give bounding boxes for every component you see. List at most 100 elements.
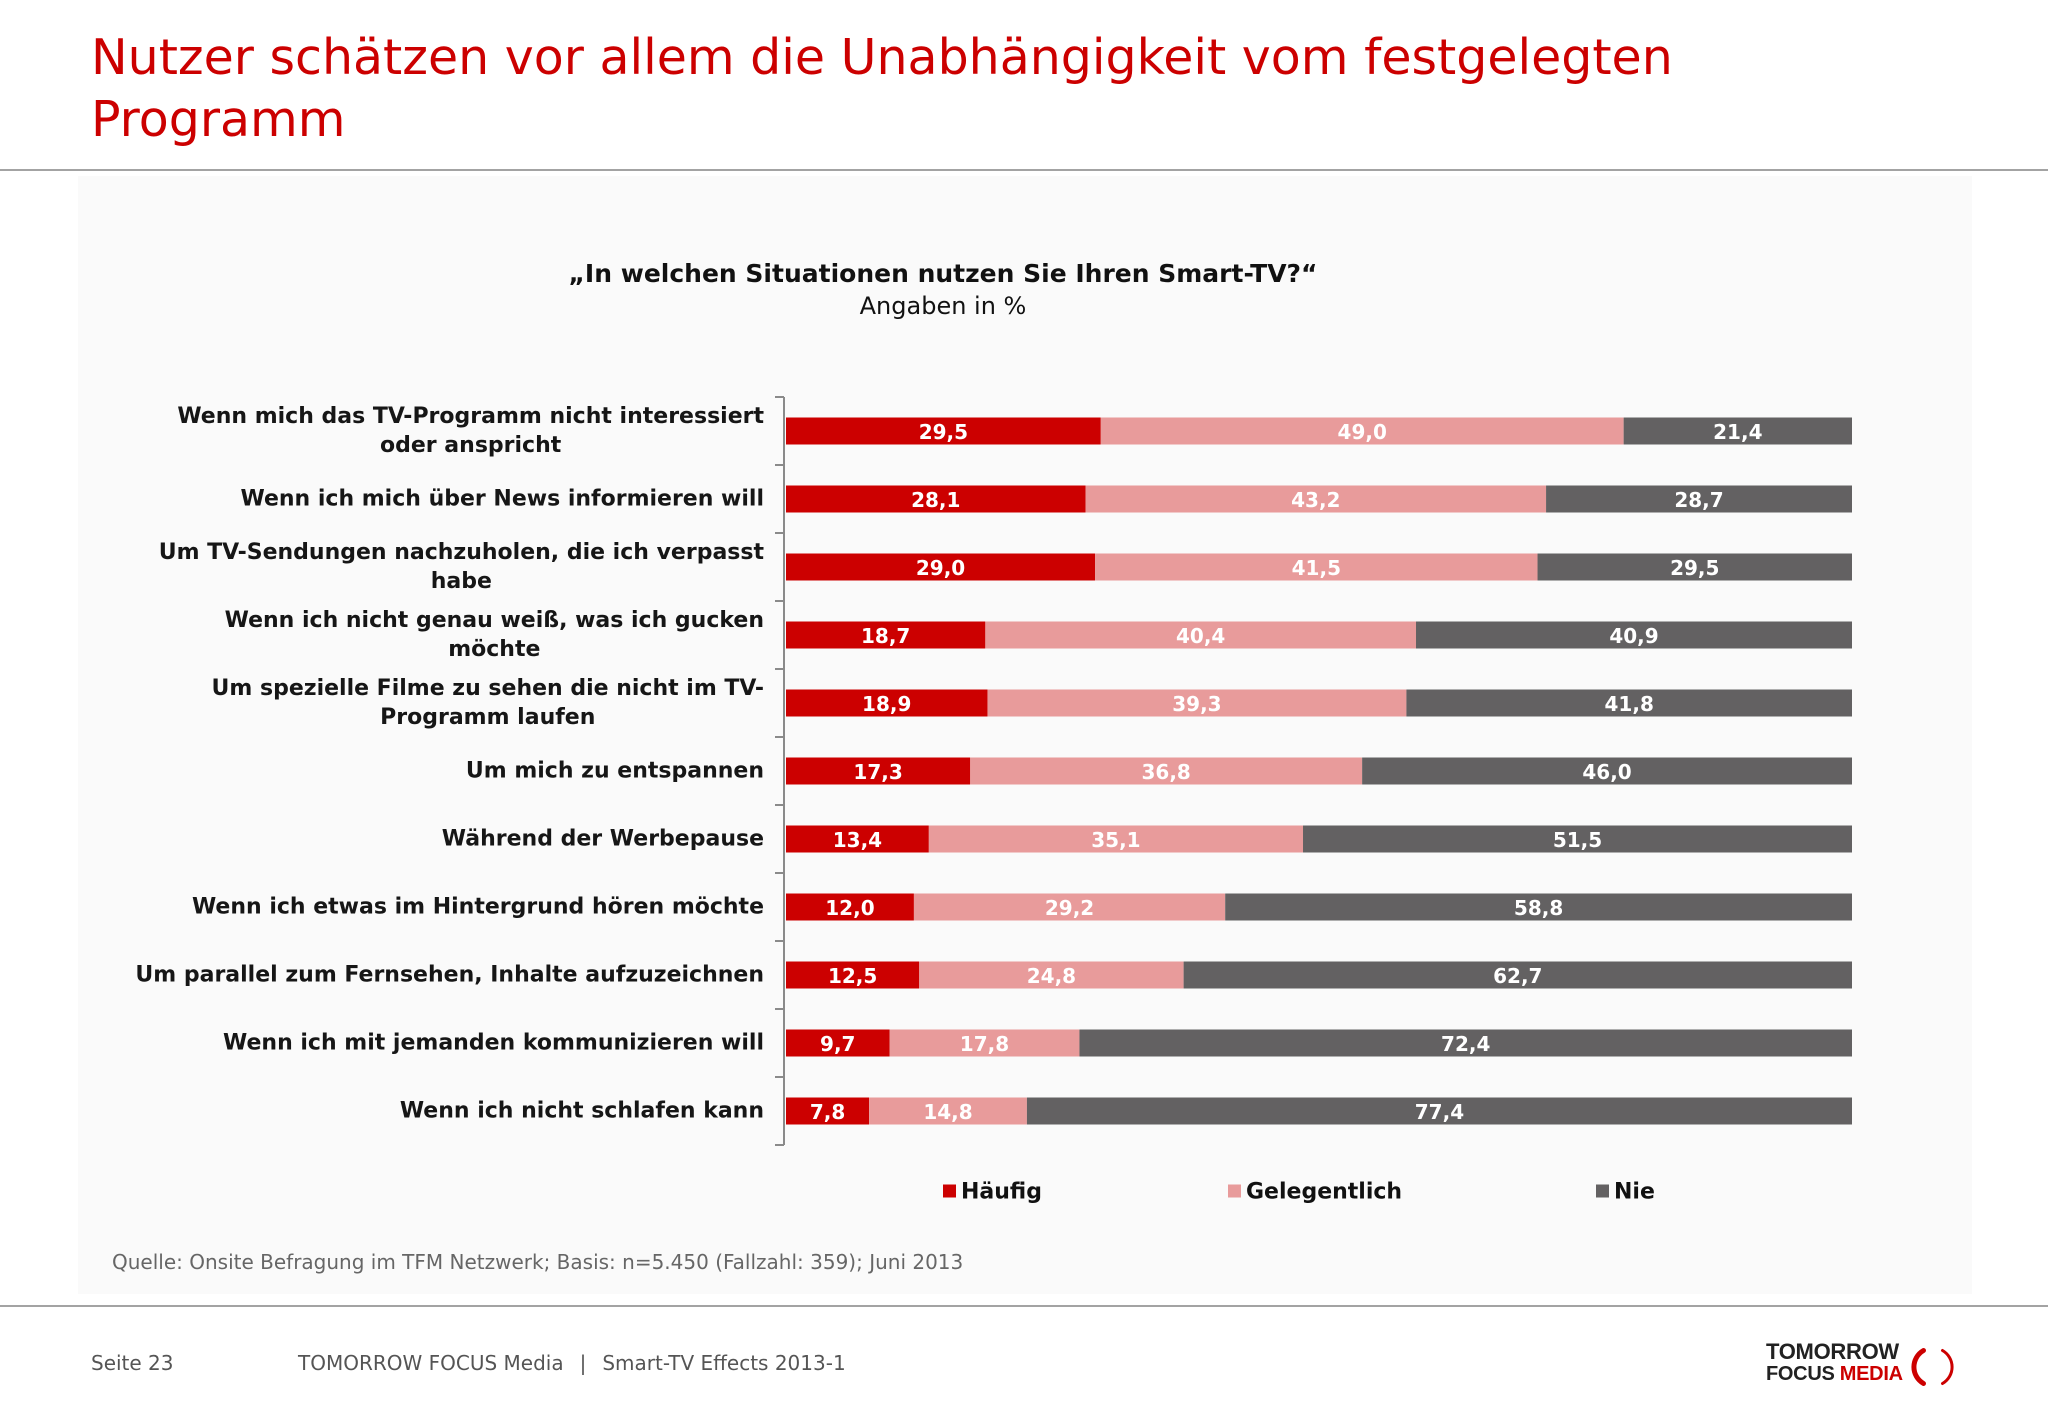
data-label: 40,4 [1176,624,1225,648]
legend-swatch [1596,1184,1609,1198]
bar-haufig [786,553,1096,581]
data-label: 13,4 [833,828,882,852]
legend-label: Gelegentlich [1246,1180,1402,1205]
source-note: Quelle: Onsite Befragung im TFM Netzwerk… [112,1250,964,1274]
category-label: Um spezielle Filme zu sehen die nicht im… [211,676,764,730]
bar-gelegentlich [1085,485,1547,513]
category-label: Wenn ich etwas im Hintergrund hören möch… [191,894,764,920]
legend-item-gelegentlich: Gelegentlich [1228,1180,1402,1205]
category-label: Wenn ich nicht genau weiß, was ich gucke… [224,608,764,662]
data-label: 17,8 [960,1032,1009,1056]
bar-haufig [786,757,971,785]
data-label: 18,7 [861,624,910,648]
bar-gelegentlich [913,893,1226,921]
bar-haufig [786,485,1086,513]
data-label: 29,0 [916,556,965,580]
data-label: 17,3 [853,760,902,784]
logo-text-line2: FOCUS MEDIA [1766,1363,1903,1385]
data-label: 40,9 [1609,624,1658,648]
data-label: 12,5 [828,964,877,988]
data-label: 72,4 [1441,1032,1490,1056]
data-label: 29,5 [919,420,968,444]
footer-separator: | [579,1351,587,1375]
bar-nie [1225,893,1852,921]
bar-haufig [786,1029,890,1057]
bar-nie [1303,825,1852,853]
data-label: 43,2 [1291,488,1340,512]
bar-gelegentlich [928,825,1304,853]
page-title: Nutzer schätzen vor allem die Unabhängig… [91,29,1673,148]
bar-nie [1026,1097,1852,1125]
legend-label: Häufig [961,1180,1042,1205]
bar-nie [1537,553,1852,581]
logo-text-media: MEDIA [1839,1363,1903,1385]
category-label: Während der Werbepause [441,826,764,852]
data-label: 7,8 [810,1100,845,1124]
bar-nie [1623,417,1852,445]
chart-title: „In welchen Situationen nutzen Sie Ihren… [568,259,1318,288]
bar-nie [1406,689,1852,717]
data-label: 12,0 [825,896,874,920]
data-label: 24,8 [1027,964,1076,988]
bar-haufig [786,825,929,853]
data-label: 77,4 [1415,1100,1464,1124]
logo-text-focus: FOCUS [1766,1363,1835,1385]
bar-haufig [786,961,920,989]
footer-info: TOMORROW FOCUS Media | Smart-TV Effects 20… [298,1350,846,1376]
bar-nie [1183,961,1852,989]
category-label: Wenn ich nicht schlafen kann [399,1098,764,1124]
data-label: 9,7 [820,1032,855,1056]
bar-gelegentlich [1095,553,1538,581]
footer-divider [0,1305,2048,1307]
data-label: 41,5 [1292,556,1341,580]
bar-haufig [786,1097,870,1125]
data-label: 49,0 [1338,420,1387,444]
data-label: 29,5 [1670,556,1719,580]
bar-gelegentlich [985,621,1417,649]
category-label: Wenn mich das TV-Programm nicht interess… [177,404,764,458]
bar-gelegentlich [889,1029,1080,1057]
data-label: 18,9 [862,692,911,716]
category-label: Um parallel zum Fernsehen, Inhalte aufzu… [135,962,764,988]
category-label: Wenn ich mich über News informieren will [240,486,764,512]
bar-gelegentlich [1100,417,1624,445]
bar-haufig [786,621,986,649]
logo-ring-icon [1911,1348,1954,1386]
data-label: 39,3 [1172,692,1221,716]
data-label: 35,1 [1091,828,1140,852]
legend-item-haufig: Häufig [943,1180,1042,1205]
data-label: 41,8 [1605,692,1654,716]
company-logo: TOMORROW FOCUS MEDIA [1766,1340,1961,1390]
legend-swatch [943,1184,956,1198]
category-label: Um TV-Sendungen nachzuholen, die ich ver… [158,540,764,594]
data-label: 28,1 [911,488,960,512]
bar-gelegentlich [919,961,1184,989]
legend-swatch [1228,1184,1241,1198]
legend-label: Nie [1614,1180,1655,1205]
bar-gelegentlich [970,757,1363,785]
footer-company: TOMORROW FOCUS Media [298,1351,564,1375]
page-number: Seite 23 [91,1351,174,1375]
data-label: 58,8 [1514,896,1563,920]
bar-nie [1362,757,1852,785]
bar-haufig [786,417,1101,445]
data-label: 46,0 [1582,760,1631,784]
bar-haufig [786,893,914,921]
bar-nie [1079,1029,1852,1057]
data-label: 14,8 [923,1100,972,1124]
category-label: Wenn ich mit jemanden kommunizieren will [223,1030,764,1056]
data-label: 62,7 [1493,964,1542,988]
data-label: 21,4 [1713,420,1762,444]
bar-gelegentlich [987,689,1407,717]
data-label: 36,8 [1142,760,1191,784]
bar-gelegentlich [869,1097,1027,1125]
chart-subtitle: Angaben in % [859,292,1027,320]
logo-text-line1: TOMORROW [1766,1339,1899,1364]
data-label: 28,7 [1674,488,1723,512]
category-label: Um mich zu entspannen [465,758,764,784]
header-divider [0,169,2048,171]
bar-nie [1546,485,1852,513]
